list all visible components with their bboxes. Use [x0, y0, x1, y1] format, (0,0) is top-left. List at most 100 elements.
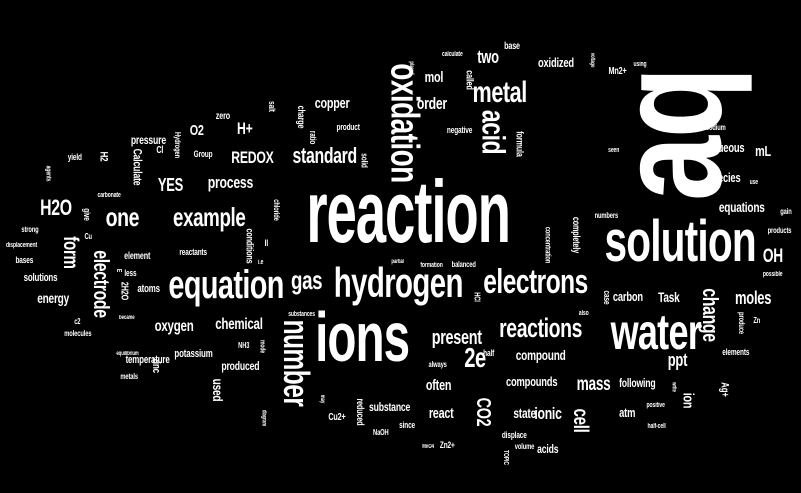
word-ion-56: ion	[679, 392, 697, 408]
word-case-119: case	[601, 290, 612, 304]
word-acids-64: acids	[537, 442, 559, 456]
word-group-78: Group	[193, 148, 213, 159]
word-aqueous-51: aqueous	[707, 139, 745, 155]
word-voltage-136: voltage	[589, 52, 596, 68]
word-zinc-63: zinc	[149, 357, 162, 373]
word-atm-57: atm	[619, 404, 636, 420]
word-negative-121: negative	[446, 124, 472, 135]
word-substances-98: substances	[287, 310, 315, 318]
word-e-96: E	[114, 268, 122, 272]
word-ii-89: II	[264, 237, 268, 248]
word-cl-146: Cl	[156, 145, 164, 156]
word-gain-125: gain	[780, 207, 792, 216]
word-since-103: since	[399, 419, 416, 430]
word-numbers-118: numbers	[594, 211, 618, 220]
word-sodium-123: sodium	[705, 123, 726, 132]
word-molecules-140: molecules	[64, 329, 92, 338]
word-always-112: always	[428, 360, 447, 369]
word-produce-128: produce	[737, 312, 747, 334]
word-standard-16: standard	[292, 143, 357, 168]
word-2e-19: 2e	[464, 342, 486, 373]
word-produced-60: produced	[220, 359, 259, 373]
word-mno4-109: MnO4	[422, 444, 434, 450]
word-completely-117: completely	[570, 216, 582, 254]
word-use-124: use	[749, 178, 759, 186]
word-ag-55: Ag+	[718, 381, 731, 397]
word-acid-10: acid	[475, 109, 512, 155]
word-change-21: change	[698, 288, 724, 342]
word-diagram-144: diagram	[259, 409, 266, 427]
word-using-137: using	[633, 60, 647, 68]
word-became-142: became	[119, 315, 135, 321]
word-formation-114: formation	[419, 261, 443, 269]
word-electrons-7: electrons	[482, 263, 588, 301]
word-ratio-71: ratio	[307, 130, 318, 144]
word-energy-59: energy	[37, 290, 70, 306]
word-displacement-83: displacement	[5, 241, 37, 249]
word-seen-122: seen	[607, 146, 619, 154]
word-gas-15: gas	[290, 265, 323, 295]
word-equilibrium-139: equilibrium	[115, 351, 139, 357]
word-form-24: form	[58, 235, 82, 269]
word-ppt-30: ppt	[667, 350, 687, 370]
word-mass-26: mass	[576, 373, 610, 395]
word-mol-35: mol	[424, 68, 444, 86]
word-oxidized-37: oxidized	[537, 54, 574, 70]
word-hydrogen-5: hydrogen	[333, 259, 463, 306]
word-zn2-105: Zn2+	[439, 439, 455, 450]
word-may-145: may	[318, 394, 325, 404]
word-process-22: process	[207, 172, 253, 192]
word-volume-107: volume	[514, 442, 534, 451]
word-displace-106: displace	[501, 429, 527, 440]
word-one-12: one	[105, 202, 139, 232]
word-reactions-14: reactions	[498, 312, 582, 343]
word-cu2-101: Cu2+	[328, 412, 346, 423]
word-substance-46: substance	[368, 400, 410, 414]
word-present-20: present	[431, 327, 482, 349]
word-metal-9: metal	[472, 76, 527, 109]
word-strong-82: strong	[21, 225, 39, 234]
word-water-4: water	[610, 304, 702, 360]
word-metals-138: metals	[120, 372, 138, 381]
word-ions-3: ions	[315, 298, 410, 376]
word-positive-131: positive	[646, 401, 665, 409]
word-hydrogen-77: Hydrogen	[173, 132, 183, 158]
word-also-120: also	[578, 309, 589, 317]
word-temperature-61: temperature	[125, 353, 170, 366]
word-formula-68: formula	[513, 131, 525, 157]
word-h2-79: H2	[97, 151, 110, 161]
word-yes-25: YES	[157, 175, 183, 195]
word-atoms-93: atoms	[136, 282, 160, 295]
word-chemical-31: chemical	[215, 316, 263, 333]
word-agents-143: agents	[44, 165, 52, 181]
word-element-91: element	[124, 251, 151, 262]
word-i-e-97: i.e	[257, 258, 263, 266]
word-pressure-75: pressure	[130, 133, 166, 147]
word-oh-27: OH	[762, 245, 783, 267]
word-o2-48: O2	[189, 121, 204, 139]
word-placed-135: placed	[408, 61, 415, 75]
word-elements-130: elements	[722, 346, 750, 357]
word-compounds-41: compounds	[505, 373, 557, 389]
word-two-36: two	[477, 47, 499, 67]
word-potassium-62: potassium	[173, 347, 213, 360]
word-bases-84: bases	[14, 254, 33, 265]
word-product-70: product	[336, 121, 360, 132]
word-compound-42: compound	[515, 347, 566, 363]
word-mode-100: mode	[258, 339, 266, 353]
word-equations-49: equations	[718, 199, 765, 215]
word-species-50: species	[707, 169, 741, 185]
word-order-33: order	[416, 93, 447, 113]
word-task-54: Task	[658, 289, 680, 305]
word-copper-34: copper	[314, 94, 350, 112]
word-half-111: half	[482, 347, 494, 358]
word-solutions-85: solutions	[23, 271, 57, 284]
word-electrode-17: electrode	[88, 250, 114, 318]
word-moles-29: moles	[735, 288, 772, 308]
word-ml-52: mL	[755, 142, 771, 160]
word-calculate-134: calculate	[441, 50, 463, 58]
word-2h2o-95: 2H2O	[118, 281, 130, 301]
word-c2-141: c2	[73, 317, 80, 326]
word-used-38: used	[209, 378, 226, 402]
